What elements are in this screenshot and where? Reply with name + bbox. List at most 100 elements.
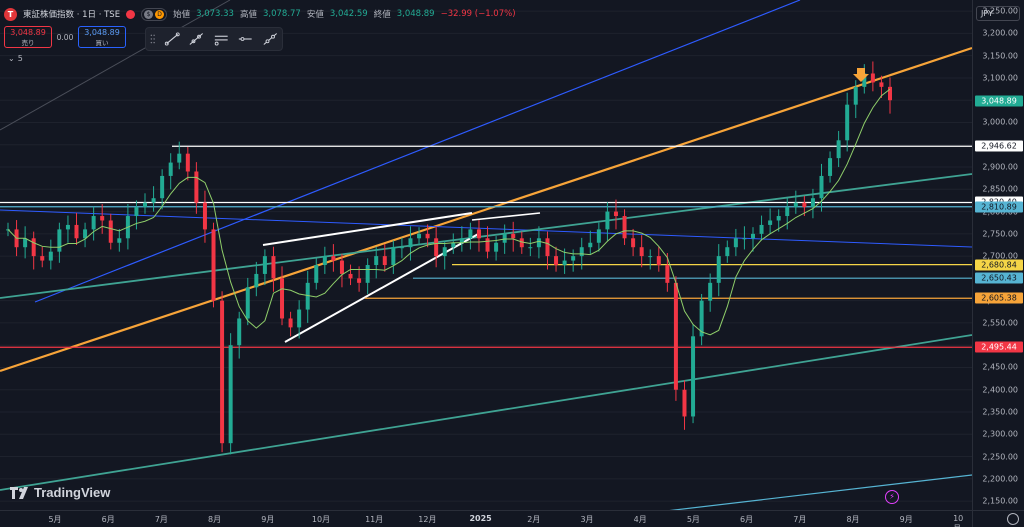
trend-line-icon[interactable] [164, 31, 181, 47]
price-tick: 3,200.00 [982, 28, 1018, 38]
candle-body [305, 282, 310, 310]
data-source-pill[interactable]: $ D [141, 7, 168, 21]
time-tick: 7月 [793, 515, 807, 524]
candle-body [691, 336, 696, 417]
high-value: 3,078.77 [262, 9, 301, 19]
white-short-line [471, 212, 541, 221]
candle-body [177, 153, 182, 163]
ray-line-icon[interactable] [188, 31, 205, 47]
candle-body [399, 247, 404, 249]
chart-area[interactable] [0, 0, 972, 510]
candle-body [785, 207, 790, 217]
candle-body [759, 224, 764, 234]
candle-body [870, 73, 875, 83]
drawing-toolbar [145, 27, 283, 51]
price-tick: 2,550.00 [982, 318, 1018, 328]
candle-body [202, 202, 207, 230]
candle-body [742, 238, 747, 240]
candle-body [708, 282, 713, 301]
candle-body [571, 256, 576, 261]
orange-channel-line [0, 46, 972, 373]
market-status-icon[interactable] [126, 9, 136, 19]
candle-body [151, 198, 156, 203]
sell-price: 3,048.89 [10, 28, 46, 37]
candle-body [271, 256, 276, 279]
candle-body [211, 229, 216, 301]
candle-body [631, 238, 636, 248]
candle-body [836, 140, 841, 159]
candle-body [442, 247, 447, 257]
candle-body [528, 247, 533, 249]
candle-body [100, 216, 105, 221]
time-tick: 7月 [154, 515, 168, 524]
candle-body [845, 104, 850, 141]
time-tick: 3月 [580, 515, 594, 524]
drag-handle-icon[interactable] [150, 33, 156, 45]
sell-button[interactable]: 3,048.89 売り [4, 26, 52, 48]
candle-body [459, 238, 464, 243]
time-tick: 2025 [469, 514, 492, 523]
open-label: 始値 [173, 10, 191, 20]
symbol-logo-icon: T [4, 7, 17, 21]
candle-body [682, 389, 687, 417]
candle-body [160, 175, 165, 199]
teal-upper-line [0, 173, 972, 299]
time-axis[interactable]: 5月 6月 7月 8月 9月 10月 11月 12月 2025 2月 3月 4月 5月 6月 7月 8月 9月 1… [0, 510, 972, 527]
price-chart[interactable] [0, 0, 972, 510]
currency-selector[interactable]: JPY [976, 6, 1020, 21]
candle-body [228, 345, 233, 444]
price-tick: 2,450.00 [982, 362, 1018, 372]
candle-body [862, 73, 867, 87]
symbol-title[interactable]: 東証株価指数 · 1日 · TSE [23, 10, 121, 20]
candle-body [417, 233, 422, 239]
candle-body [673, 282, 678, 390]
candle-body [374, 256, 379, 266]
candle-body [468, 229, 473, 239]
time-tick: 6月 [740, 515, 754, 524]
white-wedge-lower [284, 232, 481, 343]
price-axis[interactable]: 3,250.003,200.003,150.003,100.003,050.00… [972, 0, 1024, 510]
indicators-toggle[interactable]: ⌄ 5 [8, 54, 23, 63]
candle-body [382, 256, 387, 266]
candle-body [57, 229, 62, 252]
buy-price: 3,048.89 [84, 28, 120, 37]
axis-corner [972, 510, 1024, 527]
price-level-label: 2,810.89 [975, 201, 1023, 213]
horizontal-line-icon[interactable] [237, 31, 254, 47]
tradingview-logo[interactable]: TradingView [10, 485, 110, 500]
candle-body [699, 300, 704, 337]
open-value: 3,073.33 [196, 9, 234, 19]
lightning-alert-icon[interactable]: ⚡ [885, 490, 899, 504]
candle-body [31, 238, 36, 257]
horizontal-ray-icon[interactable] [213, 31, 230, 47]
price-tick: 2,850.00 [982, 184, 1018, 194]
buy-button[interactable]: 3,048.89 買い [78, 26, 126, 48]
candle-body [134, 207, 139, 217]
down-arrow-marker [853, 68, 869, 82]
candle-body [810, 198, 815, 208]
candle-body [408, 238, 413, 248]
candle-body [339, 260, 344, 274]
buy-label: 買い [95, 39, 109, 47]
time-tick: 12月 [418, 515, 437, 524]
candle-body [168, 162, 173, 176]
candle-body [494, 242, 499, 252]
legend-header: T 東証株価指数 · 1日 · TSE $ D 始値 3,073.33 高値 3,0… [4, 6, 516, 22]
trade-panel: 3,048.89 売り 0.00 3,048.89 買い [4, 26, 126, 48]
candle-body [143, 202, 148, 208]
candle-body [656, 256, 661, 266]
candle-body [194, 171, 199, 203]
candle-body [562, 260, 567, 266]
candle-body [185, 153, 190, 172]
price-tick: 2,300.00 [982, 429, 1018, 439]
candle-body [536, 238, 541, 248]
candle-body [74, 224, 79, 239]
spread-value: 0.00 [56, 32, 74, 42]
extended-line-icon[interactable] [262, 31, 279, 47]
settings-icon[interactable] [1007, 513, 1019, 525]
price-tick: 2,750.00 [982, 229, 1018, 239]
time-tick: 2月 [527, 515, 541, 524]
price-level-label: 2,680.84 [975, 259, 1023, 271]
candle-body [476, 229, 481, 239]
candle-body [519, 238, 524, 248]
